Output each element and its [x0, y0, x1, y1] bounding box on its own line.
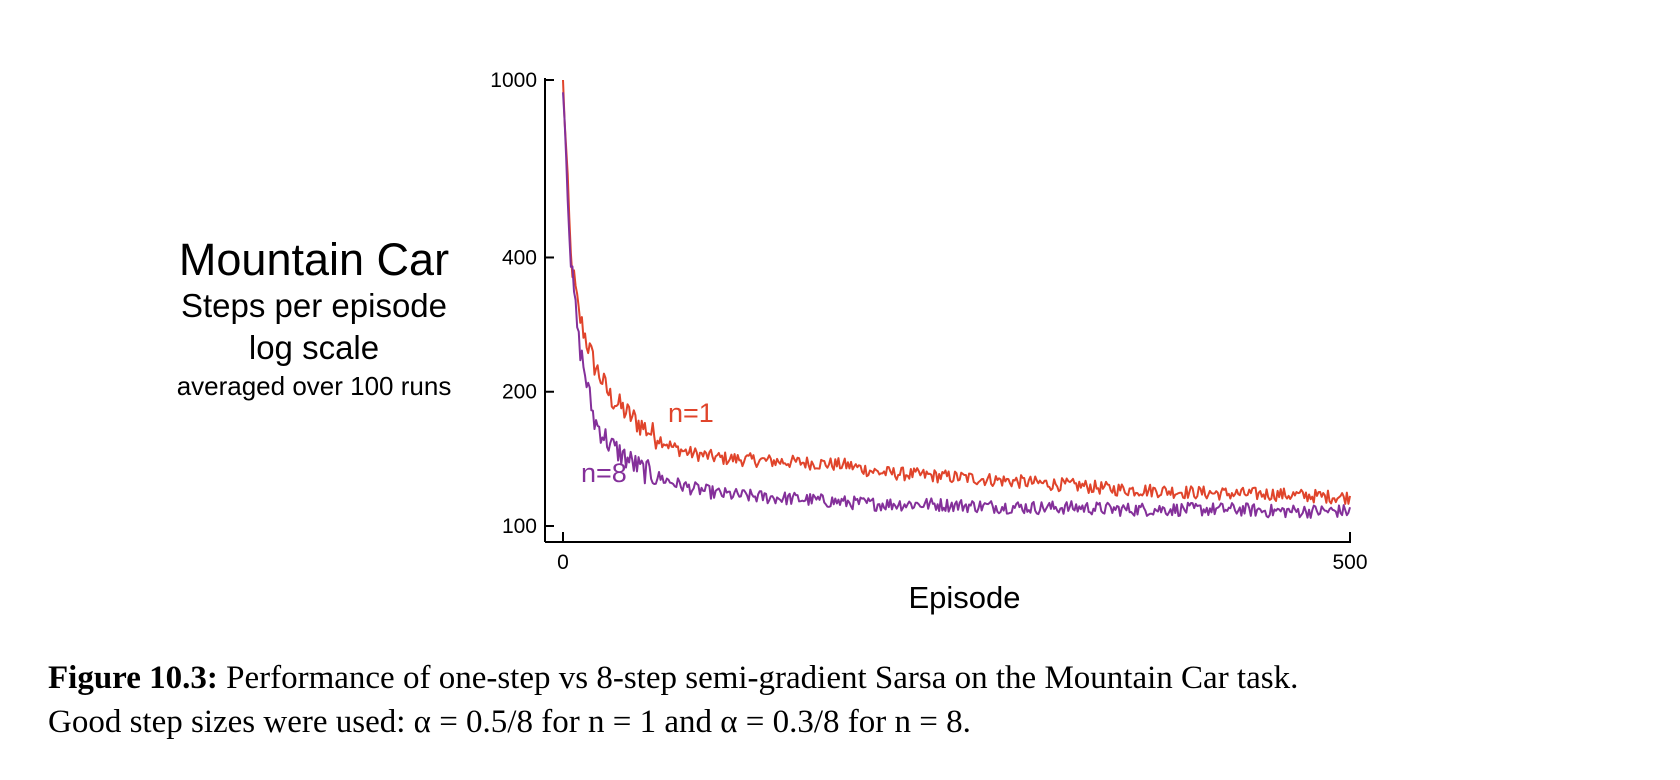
y-axis-label-block: Mountain Car Steps per episode log scale…	[150, 236, 478, 400]
caption-line-1: Figure 10.3: Performance of one-step vs …	[48, 656, 1648, 700]
chart-title: Mountain Car	[178, 234, 450, 285]
y-tick-label: 1000	[490, 69, 537, 92]
series-group: n=1 n=8	[562, 79, 1351, 519]
series-line-n-1	[562, 79, 1351, 505]
y-tick-label: 100	[502, 515, 537, 538]
x-axis-label: Episode	[908, 580, 1020, 615]
y-axis-label-line1: Steps per episode	[180, 287, 447, 325]
figure-caption: Figure 10.3: Performance of one-step vs …	[48, 656, 1648, 744]
y-axis-label-line3: averaged over 100 runs	[176, 370, 452, 401]
y-axis-label-line2: log scale	[248, 328, 380, 366]
caption-line-2: Good step sizes were used: α = 0.5/8 for…	[48, 704, 971, 740]
x-tick-label: 0	[557, 551, 569, 574]
y-tick-label: 400	[502, 246, 537, 269]
x-tick-label: 500	[1332, 551, 1367, 574]
series-label-n-8: n=8	[581, 458, 627, 488]
caption-figure-label: Figure 10.3:	[48, 660, 218, 696]
series-label-n-1: n=1	[668, 398, 714, 428]
caption-line1-text: Performance of one-step vs 8-step semi-g…	[226, 660, 1299, 696]
y-tick-label: 200	[502, 381, 537, 404]
series-line-n-8	[562, 92, 1351, 519]
